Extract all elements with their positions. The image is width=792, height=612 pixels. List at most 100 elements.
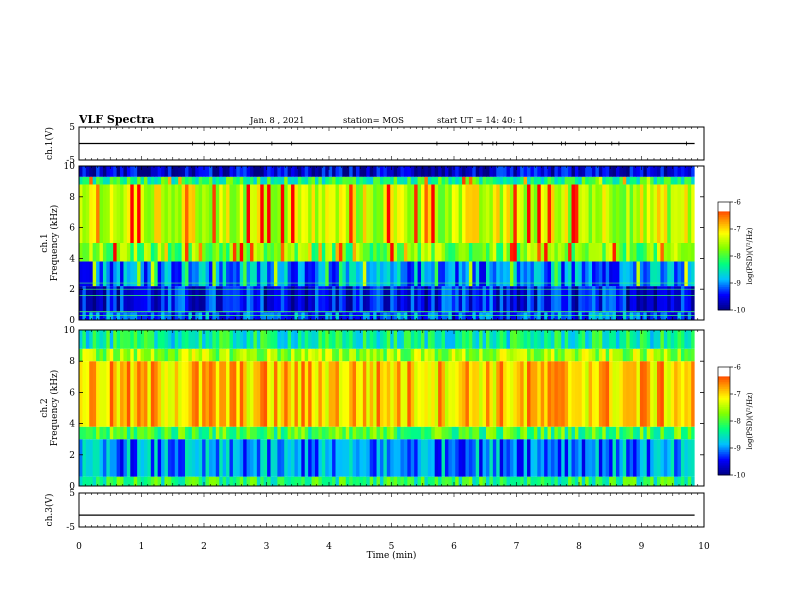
spectrogram-cell — [164, 243, 169, 262]
spectrogram-cell — [554, 184, 559, 243]
spectrogram-cell — [595, 166, 600, 177]
spectrogram-cell — [188, 243, 193, 262]
spectrogram-cell — [171, 439, 176, 477]
spectrogram-cell — [448, 166, 453, 177]
spectrogram-cell — [332, 361, 336, 427]
spectrogram-cell — [592, 184, 596, 243]
spectrogram-cell — [270, 176, 275, 185]
colorbar-segment — [718, 467, 730, 470]
spectrogram-cell — [615, 261, 620, 287]
spectrogram-cell — [154, 312, 159, 320]
colorbar-segment — [718, 401, 730, 404]
spectrogram-cell — [191, 348, 196, 362]
spectrogram-cell — [79, 286, 83, 313]
colorbar-segment — [718, 292, 730, 295]
spectrogram-cell — [109, 261, 114, 287]
spectrogram-cell — [79, 330, 83, 349]
spectrogram-cell — [301, 348, 306, 362]
spectrogram-cell — [554, 243, 559, 262]
spectrogram-cell — [345, 439, 350, 477]
spectrogram-cell — [393, 348, 398, 362]
spectrogram-cell — [458, 426, 463, 440]
spectrogram-cell — [232, 330, 237, 349]
spectrogram-cell — [544, 361, 548, 427]
spectrogram-cell — [636, 312, 641, 320]
spectrogram-cell — [188, 176, 193, 185]
spectrogram-cell — [639, 426, 644, 440]
spectrogram-cell — [687, 312, 692, 320]
spectrogram-cell — [147, 348, 152, 362]
spectrogram-cell — [506, 184, 511, 243]
spectrogram-cell — [284, 330, 289, 349]
spectrogram-cell — [595, 439, 600, 477]
spectrogram-cell — [687, 361, 692, 427]
spectrogram-cell — [482, 348, 487, 362]
spectrogram-cell — [167, 476, 172, 486]
spectrogram-cell — [338, 330, 343, 349]
spectrogram-cell — [657, 361, 661, 427]
spectrogram-cell — [533, 361, 538, 427]
spectrogram-cell — [468, 476, 473, 486]
spectrogram-cell — [475, 261, 480, 287]
spectrogram-cell — [444, 426, 449, 440]
spectrogram-cell — [585, 330, 589, 349]
colorbar-segment — [718, 383, 730, 386]
spectrogram-cell — [472, 361, 477, 427]
spectrogram-cell — [639, 439, 644, 477]
spectrogram-cell — [407, 439, 412, 477]
spectrogram-cell — [619, 176, 624, 185]
spectrogram-cell — [684, 261, 689, 287]
spectrogram-cell — [267, 476, 271, 486]
spectrogram-cell — [421, 184, 425, 243]
spectrogram-cell — [585, 426, 589, 440]
spectrogram-cell — [352, 330, 357, 349]
spectrogram-cell — [181, 176, 186, 185]
spectrogram-cell — [174, 476, 179, 486]
spectrogram-cell — [653, 312, 658, 320]
spectrogram-cell — [390, 361, 395, 427]
spectrogram-cell — [554, 476, 559, 486]
spectrogram-cell — [229, 348, 234, 362]
spectrogram-cell — [325, 312, 330, 320]
colorbar-segment — [718, 295, 730, 298]
spectrogram-cell — [202, 426, 206, 440]
spectrogram-cell — [82, 426, 87, 440]
spectrogram-cell — [417, 166, 422, 177]
spectrogram-cell — [328, 176, 333, 185]
spectrogram-cell — [373, 243, 377, 262]
spectrogram-cell — [318, 330, 323, 349]
spectrogram-cell — [356, 184, 360, 243]
spectrogram-cell — [250, 286, 254, 313]
spectrogram-cell — [92, 243, 97, 262]
spectrogram-cell — [229, 286, 234, 313]
colorbar-segment — [718, 232, 730, 235]
spectrogram-cell — [465, 243, 470, 262]
spectrogram-cell — [650, 439, 654, 477]
spectrogram-cell — [171, 312, 176, 320]
spectrogram-cell — [270, 476, 275, 486]
spectrogram-cell — [167, 348, 172, 362]
spectrogram-cell — [598, 166, 603, 177]
spectrogram-cell — [438, 476, 442, 486]
spectrogram-cell — [314, 361, 319, 427]
spectrogram-cell — [253, 176, 258, 185]
spectrogram-cell — [250, 176, 254, 185]
spectrogram-cell — [273, 361, 278, 427]
spectrogram-cell — [181, 184, 186, 243]
spectrogram-cell — [157, 439, 162, 477]
spectrogram-cell — [239, 476, 244, 486]
spectrogram-cell — [578, 286, 583, 313]
spectrogram-cell — [195, 184, 200, 243]
spectrogram-cell — [465, 312, 470, 320]
spectrogram-cell — [133, 184, 138, 243]
spectrogram-cell — [229, 184, 234, 243]
spectrogram-cell — [592, 176, 596, 185]
spectrogram-cell — [663, 426, 668, 440]
spectrogram-cell — [581, 166, 586, 177]
spectrogram-cell — [373, 286, 377, 313]
spectrogram-cell — [342, 330, 347, 349]
spectrogram-cell — [677, 286, 682, 313]
spectrogram-cell — [202, 286, 206, 313]
spectrogram-cell — [191, 439, 196, 477]
spectrogram-cell — [533, 184, 538, 243]
